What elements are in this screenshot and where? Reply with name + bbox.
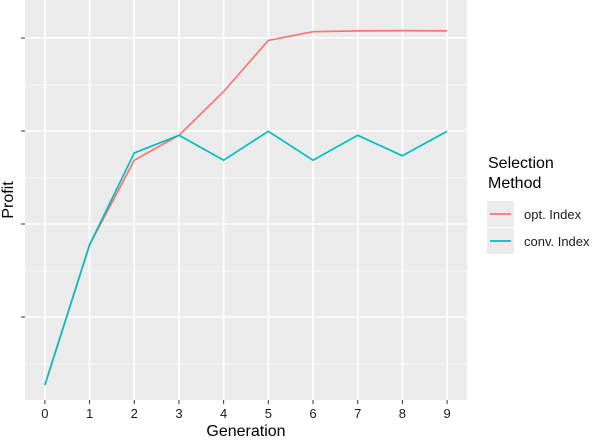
legend-title-line: Selection <box>488 155 554 172</box>
x-tick-label: 1 <box>86 406 93 421</box>
series-line-conv-index <box>44 130 448 386</box>
legend-label-conv-index: conv. Index <box>524 234 590 249</box>
legend-label-opt-index: opt. Index <box>524 207 582 222</box>
legend-title-line: Method <box>488 175 541 192</box>
x-axis-ticks <box>44 400 448 404</box>
y-axis-title: Profit <box>0 181 17 219</box>
x-tick-label: 4 <box>220 406 227 421</box>
x-tick-label: 7 <box>354 406 361 421</box>
x-axis-tick-labels: 0 1 2 3 4 5 6 7 8 9 <box>41 406 450 421</box>
plot-panel <box>25 0 467 400</box>
x-axis-title: Generation <box>206 423 285 440</box>
legend-title: Selection Method <box>488 155 554 192</box>
x-tick-label: 2 <box>131 406 138 421</box>
x-tick-label: 0 <box>41 406 48 421</box>
x-tick-label: 5 <box>265 406 272 421</box>
x-tick-label: 9 <box>443 406 450 421</box>
x-tick-label: 3 <box>175 406 182 421</box>
major-gridlines <box>25 0 467 400</box>
x-tick-label: 6 <box>309 406 316 421</box>
legend: Selection Method opt. Index conv. Index <box>487 155 590 254</box>
minor-gridlines <box>25 84 467 365</box>
series-line-opt-index <box>44 29 448 386</box>
series-lines <box>44 29 448 386</box>
legend-items: opt. Index conv. Index <box>487 201 590 254</box>
x-tick-label: 8 <box>399 406 406 421</box>
y-axis-ticks <box>21 37 25 318</box>
